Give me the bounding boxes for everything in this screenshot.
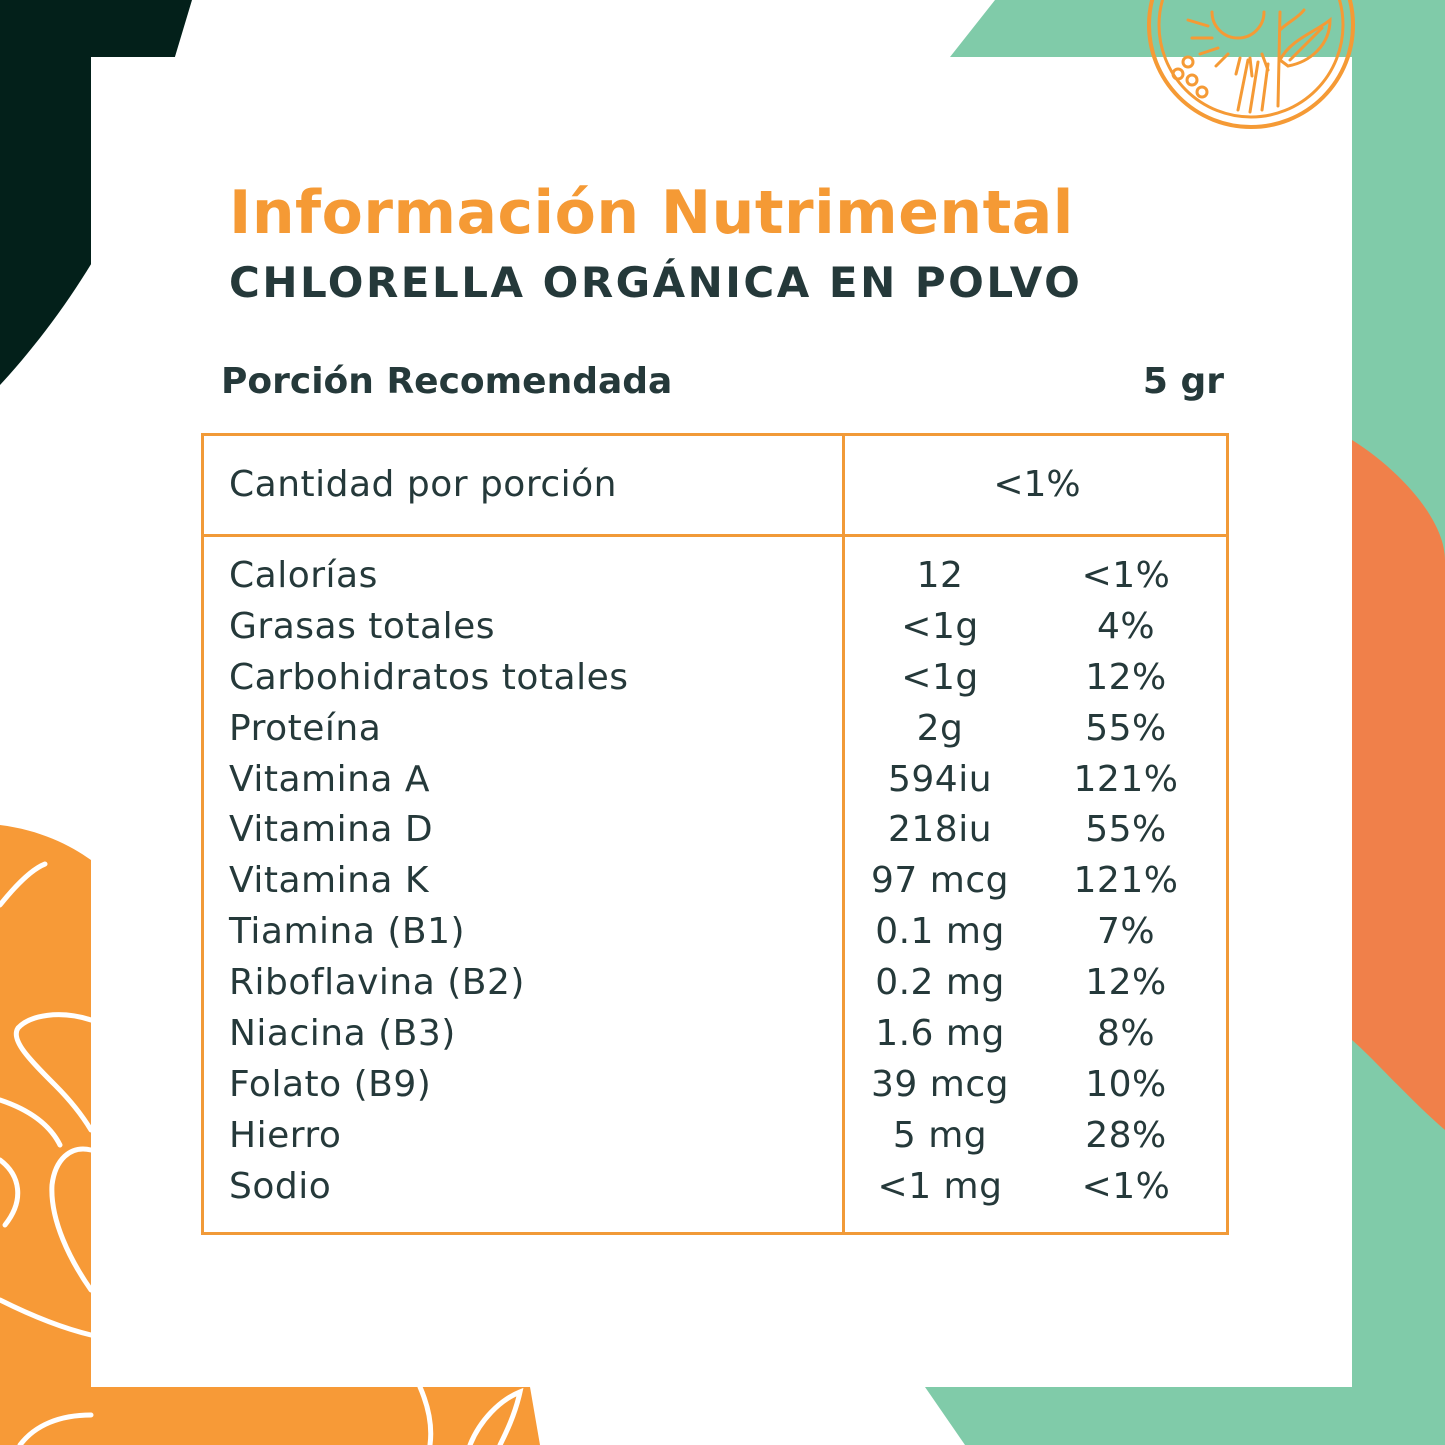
nutrient-name: Riboflavina (B2) [229, 962, 525, 1004]
nutrient-percent: <1% [1081, 555, 1171, 596]
nutrient-amount: 594iu [887, 758, 993, 800]
nutrient-percent: 121% [1073, 758, 1179, 800]
coral-shape [1352, 440, 1445, 1130]
nutrient-name: Calorías [229, 555, 378, 596]
nutrient-name: Grasas totales [229, 605, 495, 647]
table-row: Tiamina (B1) 0.1 mg 7% [204, 910, 1226, 961]
table-row: Grasas totales <1g 4% [204, 605, 1226, 656]
content-panel [91, 57, 1352, 1387]
nutrient-amount: <1 mg [877, 1165, 1003, 1207]
nutrient-name: Tiamina (B1) [229, 911, 466, 953]
nutrient-rows: Calorías 12 <1% Grasas totales <1g 4% Ca… [204, 554, 1226, 1216]
white-squiggles [0, 861, 524, 1445]
nutrient-name: Niacina (B3) [229, 1013, 456, 1055]
nutrient-amount: 12 [916, 555, 964, 596]
nutrient-name: Vitamina A [229, 758, 431, 800]
table-row: Carbohidratos totales <1g 12% [204, 656, 1226, 707]
serving-value: 5 gr [1142, 361, 1224, 402]
nutrient-amount: 39 mcg [871, 1063, 1009, 1105]
nutrient-amount: <1g [901, 656, 979, 698]
mint-bottom-shape [925, 1387, 1352, 1445]
nutrient-amount: 97 mcg [871, 860, 1009, 902]
orange-shape [0, 825, 540, 1445]
nutrient-name: Hierro [229, 1114, 342, 1156]
nutrient-percent: 12% [1085, 962, 1167, 1004]
nutrient-amount: 2g [916, 707, 964, 749]
table-row: Proteína 2g 55% [204, 707, 1226, 758]
table-row: Sodio <1 mg <1% [204, 1165, 1226, 1216]
sun-leaf-logo-icon [1147, 0, 1355, 129]
table-header-divider [204, 534, 1226, 537]
table-row: Folato (B9) 39 mcg 10% [204, 1063, 1226, 1114]
table-head-value: <1% [993, 464, 1081, 505]
nutrient-name: Vitamina K [229, 860, 430, 902]
nutrient-name: Proteína [229, 707, 382, 749]
nutrient-amount: 5 mg [892, 1114, 988, 1156]
nutrient-percent: 10% [1085, 1063, 1167, 1105]
table-head-label: Cantidad por porción [229, 464, 617, 505]
mint-top-shape [950, 0, 1445, 1445]
page-title: Información Nutrimental [229, 178, 1074, 248]
nutrition-table: Cantidad por porción <1% Calorías 12 <1%… [201, 433, 1229, 1235]
nutrient-amount: 1.6 mg [875, 1013, 1005, 1055]
table-row: Hierro 5 mg 28% [204, 1114, 1226, 1165]
product-name: CHLORELLA ORGÁNICA EN POLVO [229, 258, 1083, 307]
table-column-divider [842, 436, 845, 1232]
nutrient-percent: 4% [1096, 605, 1156, 647]
table-row: Vitamina A 594iu 121% [204, 758, 1226, 809]
table-row: Vitamina D 218iu 55% [204, 808, 1226, 859]
table-row: Calorías 12 <1% [204, 554, 1226, 605]
nutrient-percent: 7% [1096, 911, 1156, 953]
nutrient-name: Vitamina D [229, 809, 434, 851]
serving-label: Porción Recomendada [221, 361, 673, 402]
nutrient-amount: 0.1 mg [875, 911, 1005, 953]
nutrient-name: Folato (B9) [229, 1063, 432, 1105]
nutrient-amount: 218iu [887, 809, 993, 851]
nutrient-name: Carbohidratos totales [229, 656, 629, 698]
nutrient-percent: 12% [1085, 656, 1167, 698]
nutrient-amount: 0.2 mg [875, 962, 1005, 1004]
table-row: Riboflavina (B2) 0.2 mg 12% [204, 961, 1226, 1012]
table-row: Niacina (B3) 1.6 mg 8% [204, 1012, 1226, 1063]
nutrient-amount: <1g [901, 605, 979, 647]
nutrient-name: Sodio [229, 1165, 332, 1207]
nutrient-percent: 55% [1085, 707, 1167, 749]
nutrient-percent: <1% [1081, 1165, 1171, 1207]
nutrient-percent: 121% [1073, 860, 1179, 902]
nutrient-percent: 55% [1085, 809, 1167, 851]
table-row: Vitamina K 97 mcg 121% [204, 859, 1226, 910]
nutrient-percent: 8% [1096, 1013, 1156, 1055]
nutrient-percent: 28% [1085, 1114, 1167, 1156]
